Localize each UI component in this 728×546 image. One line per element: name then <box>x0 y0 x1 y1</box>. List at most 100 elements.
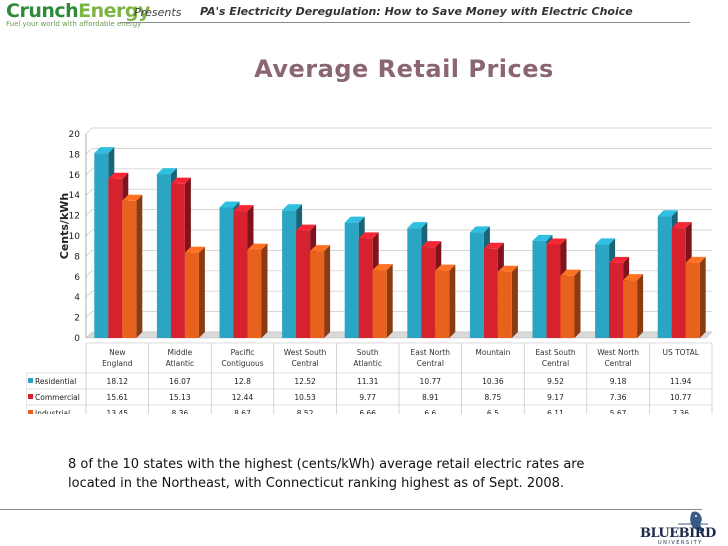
bar-commercial <box>421 247 436 338</box>
bar-top <box>296 224 317 231</box>
bar-industrial <box>184 252 199 338</box>
x-tick-label: England <box>102 359 133 368</box>
presents-label: Presents <box>134 6 182 19</box>
gridline-side <box>85 229 93 237</box>
bar-top <box>407 222 428 229</box>
gridline-side <box>85 270 93 278</box>
legend-label: Residential <box>35 377 76 386</box>
bar-top <box>595 238 616 245</box>
x-tick-label: East South <box>535 348 576 357</box>
legend-label: Commercial <box>35 393 80 402</box>
x-tick-label: Mountain <box>475 348 510 357</box>
bar-top <box>609 256 630 263</box>
data-label: 12.44 <box>232 393 254 402</box>
legend-swatch <box>28 410 33 414</box>
bar-top <box>156 168 177 175</box>
data-label: 8.67 <box>234 409 251 414</box>
y-tick-label: 2 <box>74 314 80 324</box>
bar-top <box>94 147 115 154</box>
bar-residential <box>595 244 610 338</box>
bluebird-logo-sub: UNIVERSITY <box>658 540 703 546</box>
bar-commercial <box>233 211 248 338</box>
legend-label: Industrial <box>35 409 70 414</box>
x-tick-label: South <box>357 348 379 357</box>
data-label: 12.8 <box>234 377 251 386</box>
y-tick-label: 6 <box>74 273 80 283</box>
bar-top <box>108 172 129 179</box>
bluebird-logo-text: BLUEBIRD <box>640 526 716 541</box>
x-tick-label: Middle <box>168 348 193 357</box>
data-label: 15.61 <box>107 393 129 402</box>
y-tick-label: 0 <box>74 334 80 344</box>
bar-commercial <box>671 228 686 338</box>
data-label: 9.52 <box>547 377 564 386</box>
data-label: 6.11 <box>547 409 564 414</box>
x-tick-label: Central <box>604 359 631 368</box>
data-label: 8.52 <box>297 409 314 414</box>
bar-top <box>170 177 191 184</box>
y-tick-label: 4 <box>74 293 80 303</box>
x-tick-label: Pacific <box>231 348 255 357</box>
bar-side <box>511 265 518 338</box>
data-label: 9.77 <box>359 393 376 402</box>
bar-residential <box>94 153 109 338</box>
bar-top <box>372 264 393 271</box>
x-tick-label: Atlantic <box>166 359 195 368</box>
bar-side <box>261 243 268 338</box>
legend-swatch <box>28 378 33 383</box>
bar-side <box>136 194 143 338</box>
bar-residential <box>344 222 359 338</box>
data-label: 11.94 <box>670 377 692 386</box>
bar-top <box>469 226 490 233</box>
logo-tagline: Fuel your world with affordable energy <box>6 20 142 28</box>
data-label: 8.91 <box>422 393 439 402</box>
bar-residential <box>156 174 171 338</box>
gridline-side <box>85 209 93 216</box>
bar-industrial <box>623 280 638 338</box>
bar-industrial <box>497 271 512 338</box>
bar-residential <box>469 232 484 338</box>
bar-top <box>532 234 553 241</box>
data-label: 8.75 <box>485 393 502 402</box>
y-tick-label: 16 <box>69 171 81 181</box>
x-tick-label: East North <box>411 348 451 357</box>
y-tick-label: 12 <box>69 212 80 222</box>
x-tick-label: US TOTAL <box>662 348 699 357</box>
data-label: 7.36 <box>672 409 689 414</box>
x-tick-label: Atlantic <box>353 359 382 368</box>
gridline-side <box>85 168 93 176</box>
bar-industrial <box>247 249 262 338</box>
bluebird-icon <box>678 511 708 534</box>
bar-top <box>623 274 644 281</box>
bar-top <box>657 210 678 217</box>
header-title: PA's Electricity Deregulation: How to Sa… <box>200 5 633 18</box>
y-tick-label: 10 <box>69 232 81 242</box>
data-label: 10.77 <box>420 377 442 386</box>
chart-title: Average Retail Prices <box>254 55 554 83</box>
data-label: 6.5 <box>487 409 499 414</box>
legend-swatch <box>28 394 33 399</box>
gridline-side <box>85 127 93 135</box>
data-label: 10.77 <box>670 393 692 402</box>
x-tick-label: Central <box>542 359 569 368</box>
header-divider <box>120 22 690 23</box>
bar-top <box>497 265 518 272</box>
data-label: 10.53 <box>294 393 316 402</box>
bar-side <box>449 264 456 338</box>
bar-commercial <box>483 248 498 338</box>
data-label: 15.13 <box>169 393 191 402</box>
y-axis-label: Cents/kWh <box>58 193 71 259</box>
y-tick-label: 8 <box>74 252 80 262</box>
bar-top <box>435 264 456 271</box>
y-tick-label: 14 <box>69 191 81 201</box>
bar-top <box>247 243 268 250</box>
gridline-side <box>85 148 93 155</box>
bar-top <box>358 232 379 239</box>
gridline-side <box>85 331 93 339</box>
data-label: 9.18 <box>610 377 627 386</box>
bar-residential <box>657 216 672 338</box>
gridline-side <box>85 290 93 298</box>
gridline-side <box>85 311 93 318</box>
bar-top <box>310 245 331 252</box>
bar-top <box>546 238 567 245</box>
